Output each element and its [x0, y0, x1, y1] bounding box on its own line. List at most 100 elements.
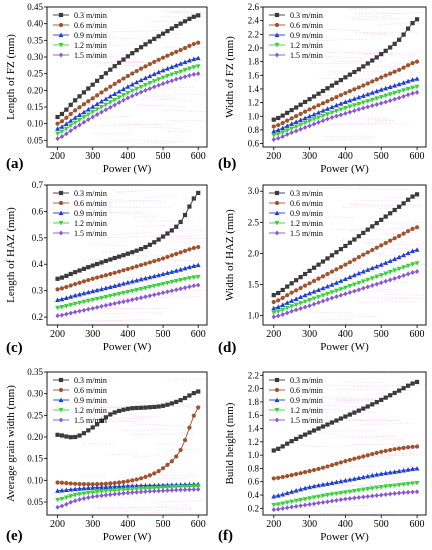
data-point [77, 117, 82, 123]
data-point [387, 469, 393, 475]
data-point [90, 485, 96, 490]
data-point [73, 98, 78, 103]
y-tick-label: 0.2 [32, 312, 43, 322]
data-point [160, 55, 166, 60]
data-point [151, 71, 157, 77]
data-point [356, 106, 361, 112]
x-axis-label: Power (W) [320, 163, 369, 175]
x-tick-label: 200 [50, 151, 65, 162]
data-point [352, 69, 357, 75]
data-point [59, 305, 65, 310]
data-point [289, 472, 294, 478]
data-point [90, 114, 95, 120]
data-point [72, 492, 78, 498]
data-point [195, 484, 201, 489]
data-point [365, 81, 370, 86]
data-point [271, 476, 276, 481]
data-point [182, 248, 188, 253]
legend-label: 0.3 m/min [74, 189, 107, 198]
data-point [352, 288, 357, 294]
data-point [356, 234, 361, 239]
data-point [388, 238, 393, 243]
data-point [134, 264, 139, 269]
data-point [187, 72, 192, 78]
data-point [370, 103, 375, 109]
data-point [178, 267, 184, 272]
y-tick-label: 0.45 [27, 2, 43, 12]
data-point [73, 125, 78, 131]
series-3 [271, 247, 420, 311]
data-point [59, 134, 65, 140]
data-point [405, 250, 411, 256]
data-point [298, 294, 304, 300]
data-point [329, 498, 335, 504]
data-point [68, 294, 74, 299]
data-point [94, 489, 100, 495]
y-axis-label: Length of FZ (mm) [5, 34, 17, 120]
data-point [147, 73, 153, 79]
data-point [316, 482, 321, 488]
legend-label: 0.3 m/min [74, 11, 107, 20]
axes-frame [46, 371, 208, 516]
data-point [325, 271, 330, 277]
y-tick-label: 1.5 [248, 280, 260, 290]
data-point [108, 412, 113, 417]
data-point [316, 276, 321, 281]
data-point [285, 284, 290, 289]
data-point [271, 502, 277, 508]
x-tick-label: 400 [338, 519, 353, 530]
data-point [156, 57, 161, 62]
legend-marker [274, 377, 280, 383]
x-tick-label: 500 [374, 151, 389, 162]
data-point [160, 271, 166, 277]
data-point [156, 82, 161, 88]
data-point [374, 245, 379, 250]
data-point [316, 287, 321, 292]
data-point [365, 267, 371, 272]
data-point [160, 234, 166, 239]
data-point [320, 285, 326, 291]
data-point [151, 486, 157, 491]
data-point [410, 381, 415, 386]
data-point [307, 281, 312, 286]
data-point [143, 405, 148, 410]
data-point [311, 483, 317, 489]
data-point [307, 118, 312, 124]
data-point [85, 490, 91, 496]
data-point [169, 51, 174, 56]
chart-panel-b: 200 300 400 500 600 0.6 0.8 1.0 1.2 1.4 1.6 1.8 2.0 2… [218, 2, 427, 175]
data-point [284, 500, 290, 506]
data-point [320, 274, 326, 279]
data-point [99, 109, 104, 115]
data-point [365, 404, 370, 409]
x-tick-label: 400 [120, 151, 135, 162]
data-point [81, 109, 87, 115]
data-point [320, 465, 326, 470]
legend-marker [274, 397, 280, 403]
data-point [356, 488, 362, 493]
data-point [178, 487, 183, 493]
data-point [59, 496, 65, 502]
data-point [410, 444, 415, 449]
data-point [379, 52, 384, 57]
y-tick-label: 2.0 [248, 248, 260, 258]
series-2 [55, 244, 201, 292]
data-point [160, 31, 166, 36]
data-point [116, 282, 122, 287]
data-point [134, 486, 140, 492]
data-point [401, 32, 406, 37]
data-point [405, 26, 411, 31]
data-point [108, 104, 113, 110]
data-point [182, 437, 188, 443]
data-point [397, 388, 402, 393]
data-point [405, 271, 411, 277]
y-tick-label: 0.8 [248, 125, 260, 135]
data-point [289, 108, 294, 113]
data-point [275, 127, 281, 133]
data-point [316, 294, 321, 300]
data-point [414, 261, 420, 266]
data-point [338, 478, 344, 484]
data-point [383, 448, 388, 453]
data-point [316, 262, 321, 267]
